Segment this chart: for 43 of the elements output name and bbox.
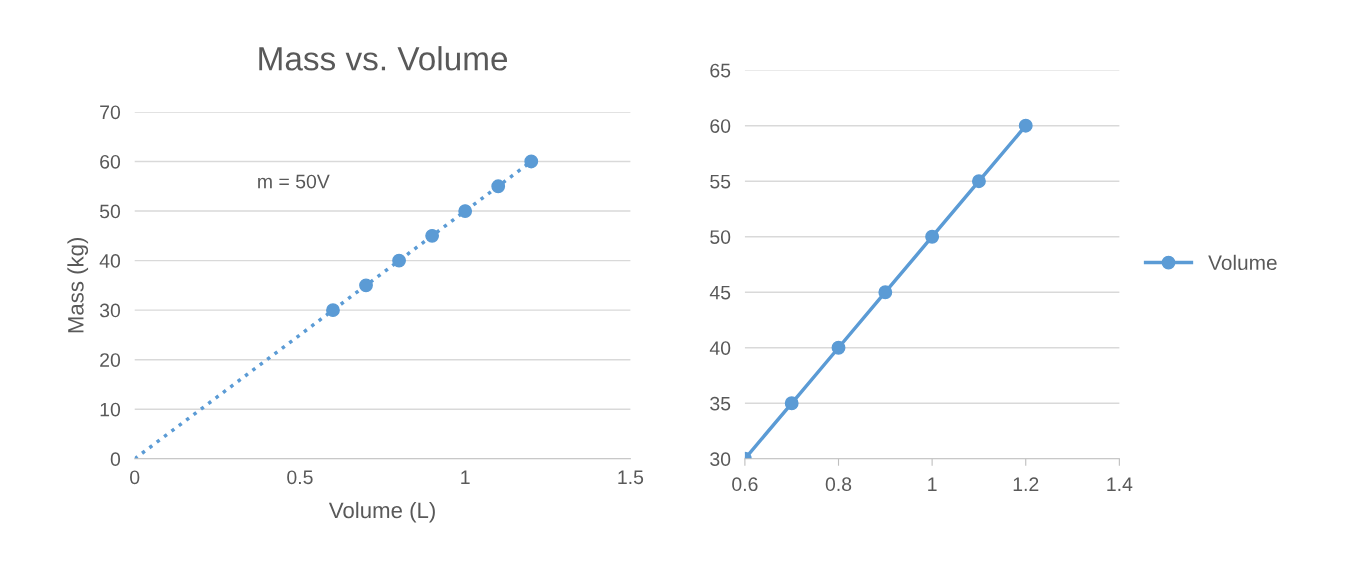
y-tick-label: 20 <box>100 353 121 367</box>
x-tick-label: 0.5 <box>287 470 313 485</box>
y-tick-label: 65 <box>710 63 731 78</box>
y-tick-label: 45 <box>709 285 731 300</box>
point <box>425 228 440 243</box>
point <box>971 174 986 189</box>
point <box>831 340 846 355</box>
annotation: m = 50V <box>258 174 330 189</box>
x-axis-title: Volume (L) <box>328 501 435 523</box>
y-tick-label: 60 <box>100 154 121 169</box>
point <box>1018 118 1033 133</box>
point <box>326 303 340 318</box>
x-tick-label: 0.6 <box>732 477 758 492</box>
y-tick-label: 0 <box>110 452 121 467</box>
point <box>925 229 940 244</box>
x-tick-label: 1 <box>928 477 937 491</box>
y-tick-label: 50 <box>99 204 121 219</box>
y-tick-label: 30 <box>710 452 731 467</box>
x-tick-label: 1 <box>461 470 470 484</box>
y-tick-label: 40 <box>99 254 121 268</box>
y-tick-label: 50 <box>710 230 731 244</box>
x-tick-label: 0.8 <box>825 477 852 492</box>
x-tick-label: 1.2 <box>1013 477 1039 491</box>
legend-label: Volume <box>1208 254 1277 271</box>
point <box>524 154 539 169</box>
y-tick-label: 55 <box>710 174 731 189</box>
point <box>784 396 799 411</box>
y-tick-label: 35 <box>710 396 731 411</box>
y-tick-label: 40 <box>709 341 731 355</box>
x-tick-label: 1.4 <box>1107 477 1133 491</box>
y-tick-label: 30 <box>99 303 121 318</box>
point <box>359 278 373 293</box>
y-tick-label: 70 <box>100 105 121 120</box>
y-tick-label: 10 <box>100 402 121 417</box>
point <box>458 204 473 218</box>
y-axis-title: Mass (kg) <box>67 237 89 333</box>
y-tick-label: 60 <box>710 119 731 133</box>
x-tick-label: 1.5 <box>618 470 644 485</box>
point <box>878 285 893 300</box>
point <box>491 179 506 194</box>
point <box>392 253 406 268</box>
chart-title: Mass vs. Volume <box>259 46 508 71</box>
x-tick-label: 0 <box>130 470 140 485</box>
